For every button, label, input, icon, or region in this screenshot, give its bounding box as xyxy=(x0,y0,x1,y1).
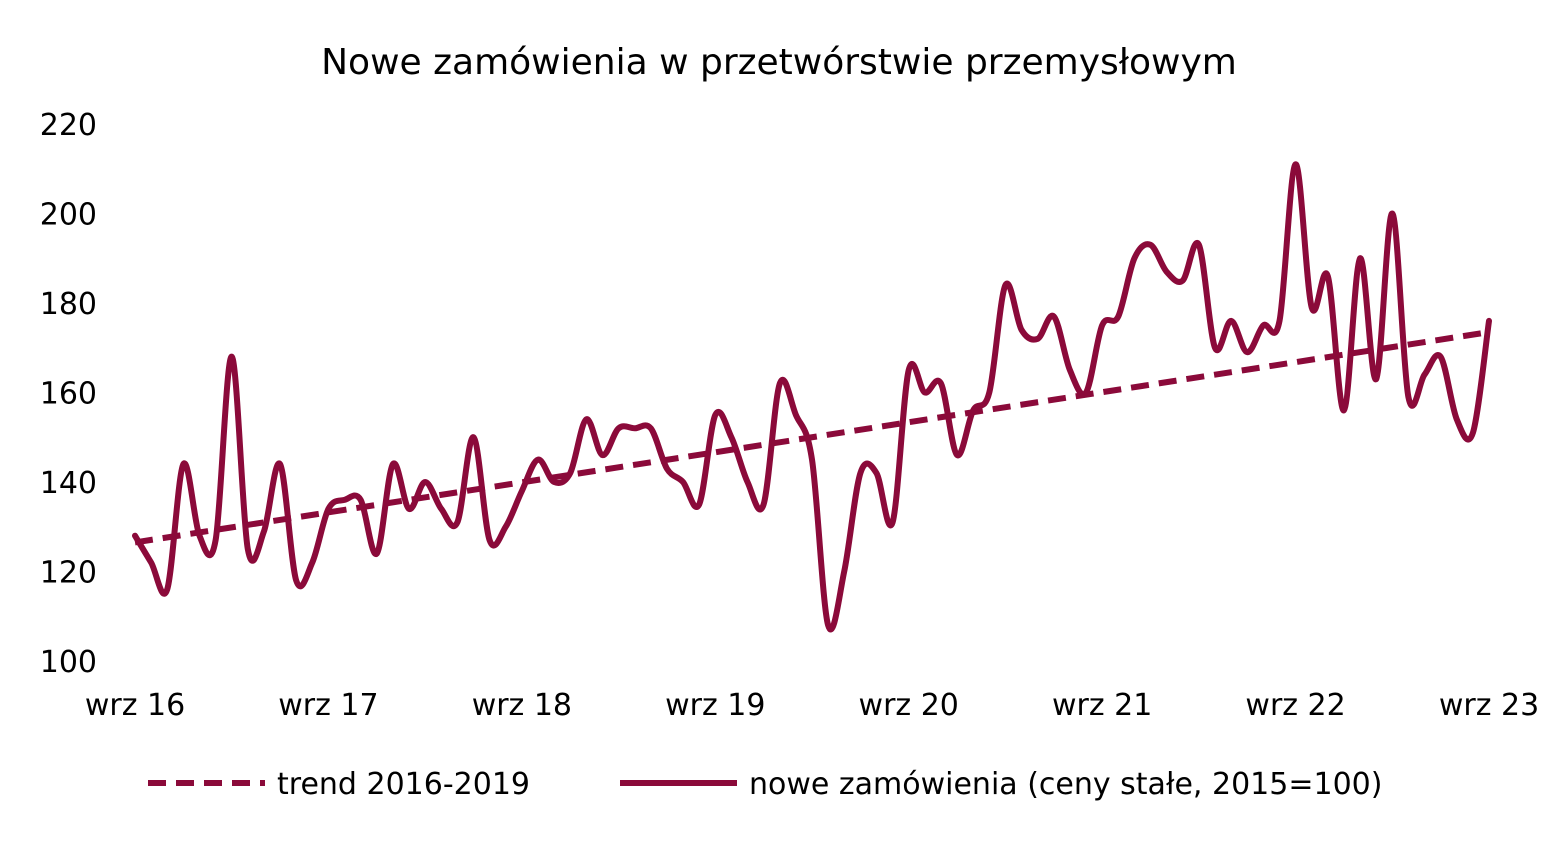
series-line-orders xyxy=(132,161,1492,633)
legend-label-trend: trend 2016-2019 xyxy=(277,767,530,802)
plot-area xyxy=(132,161,1492,633)
x-tick-label: wrz 18 xyxy=(472,688,572,723)
y-tick-label: 100 xyxy=(40,645,97,680)
chart-title: Nowe zamówienia w przetwórstwie przemysł… xyxy=(321,42,1237,83)
y-tick-label: 220 xyxy=(40,108,97,143)
x-tick-label: wrz 22 xyxy=(1245,688,1345,723)
legend: trend 2016-2019 nowe zamówienia (ceny st… xyxy=(148,767,1382,802)
x-tick-label: wrz 19 xyxy=(665,688,765,723)
x-tick-label: wrz 23 xyxy=(1439,688,1539,723)
y-tick-label: 160 xyxy=(40,377,97,412)
y-tick-label: 180 xyxy=(40,287,97,322)
y-tick-label: 120 xyxy=(40,556,97,591)
series-line-trend xyxy=(134,329,1490,546)
x-axis-tick-labels: wrz 16 wrz 17 wrz 18 wrz 19 wrz 20 wrz 21 wrz … xyxy=(85,688,1539,723)
x-tick-label: wrz 16 xyxy=(85,688,185,723)
x-tick-label: wrz 17 xyxy=(278,688,378,723)
y-tick-label: 200 xyxy=(40,198,97,233)
x-tick-label: wrz 20 xyxy=(859,688,959,723)
y-axis-tick-labels: 100 120 140 160 180 200 220 xyxy=(40,108,97,680)
legend-label-orders: nowe zamówienia (ceny stałe, 2015=100) xyxy=(749,767,1382,802)
y-tick-label: 140 xyxy=(40,466,97,501)
x-tick-label: wrz 21 xyxy=(1052,688,1152,723)
